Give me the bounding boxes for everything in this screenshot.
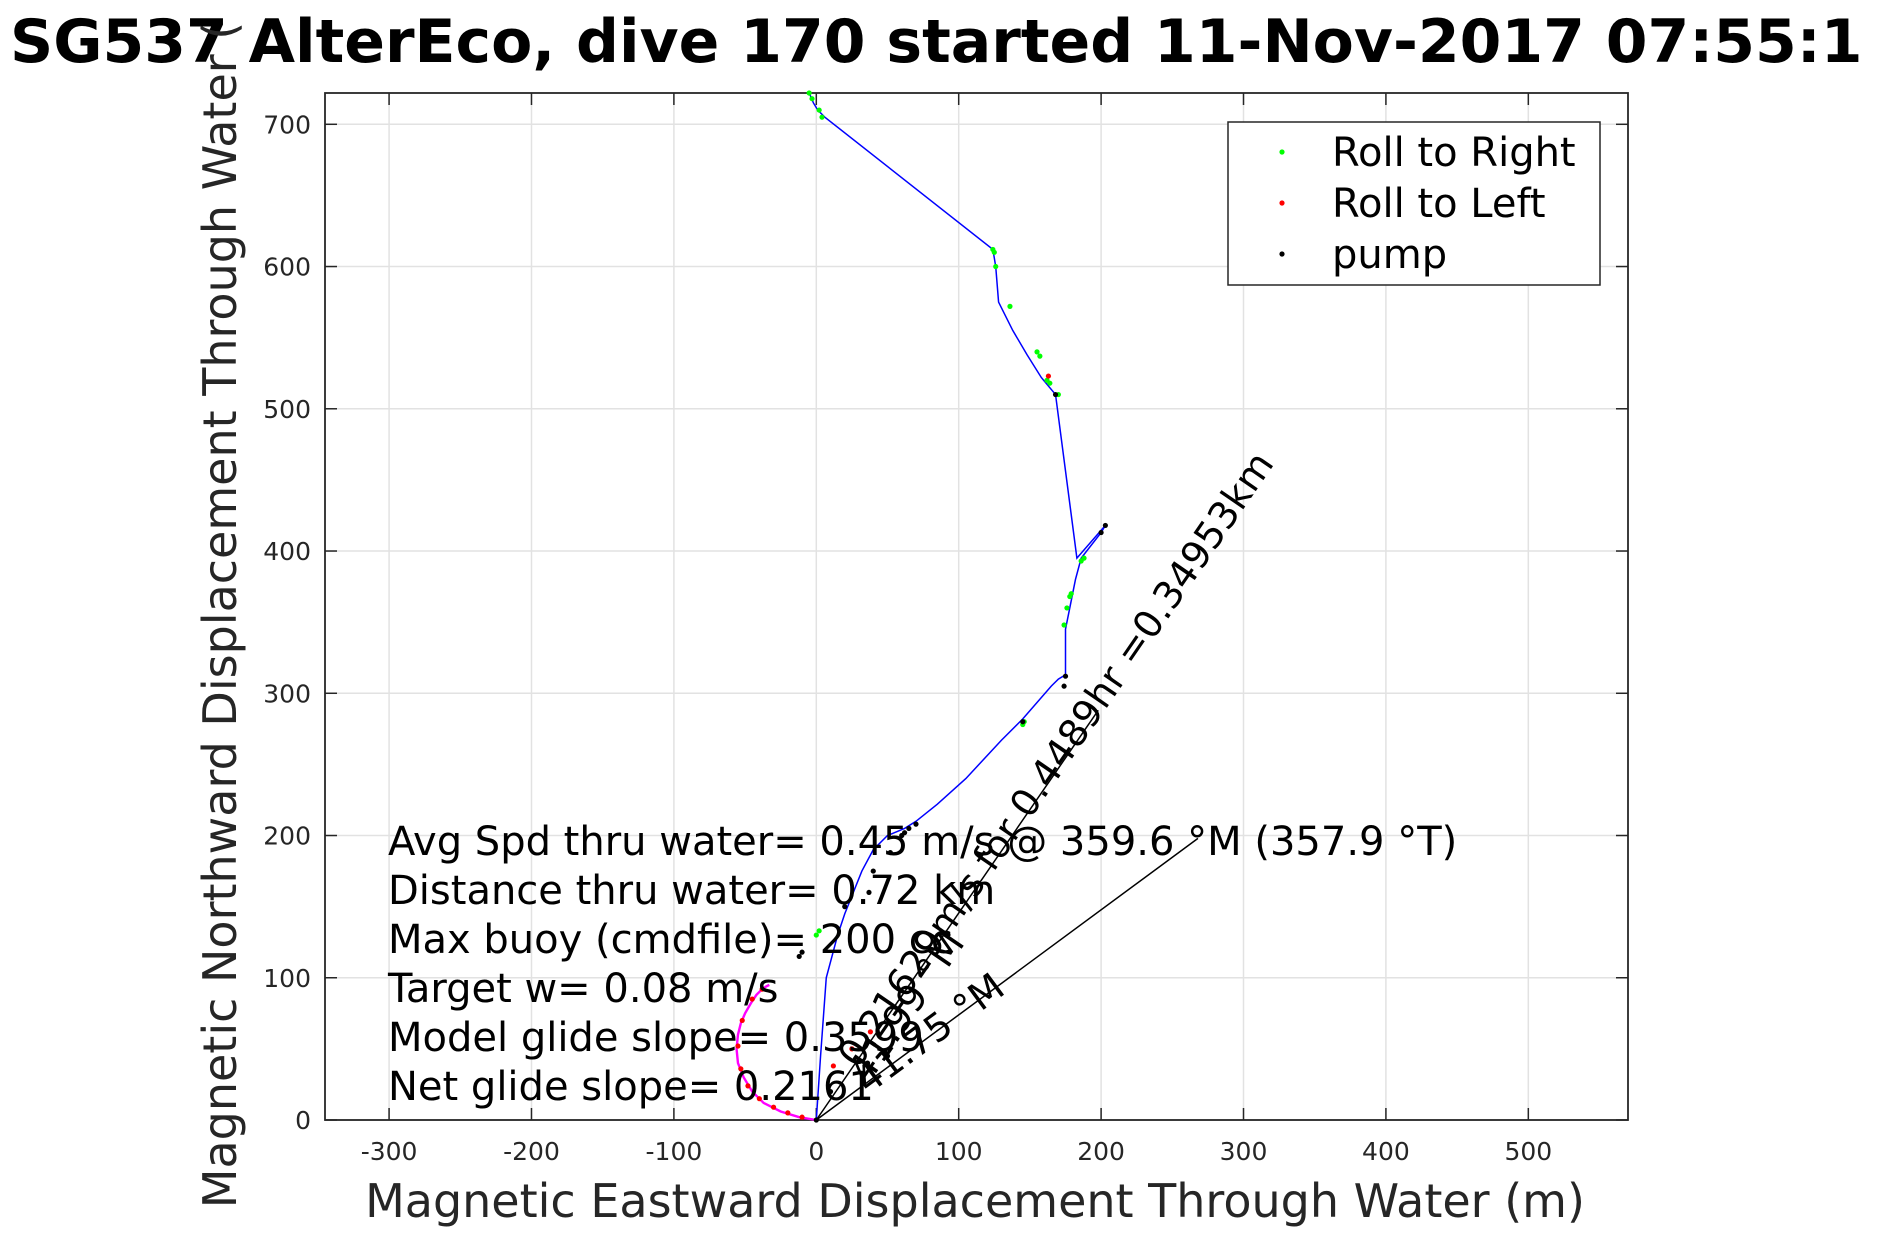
pump-point [906, 825, 912, 832]
roll-right-point [1081, 555, 1087, 561]
roll-left-point [770, 1104, 777, 1110]
plot-frame [324, 92, 1629, 1121]
pump-point [1098, 529, 1104, 536]
roll-left-point [739, 1017, 745, 1024]
y-tick-label: 500 [263, 395, 311, 424]
axes [324, 92, 1629, 1121]
y-axis-label: Magnetic Northward Displacement Through … [193, 22, 247, 1208]
roll-right-point [991, 249, 997, 255]
pump-point [813, 1117, 819, 1123]
roll-right-point [1007, 303, 1013, 309]
pump-point [827, 1088, 834, 1095]
stat-line: Distance thru water= 0.72 km [388, 868, 995, 914]
x-tick-label: 300 [1220, 1137, 1268, 1166]
stat-line: Max buoy (cmdfile)= 200 cc [388, 917, 953, 963]
roll-left-point [849, 1046, 855, 1052]
roll-right-point [816, 107, 822, 113]
pump-point [866, 889, 872, 896]
y-tick-label: 300 [263, 679, 311, 708]
x-axis-label: Magnetic Eastward Displacement Through W… [365, 1174, 1585, 1228]
roll-right-point [993, 263, 999, 270]
legend-box [1227, 121, 1601, 286]
roll-left-point [738, 1066, 744, 1072]
roll-left-point [756, 1096, 762, 1102]
legend-label: pump [1332, 232, 1447, 278]
y-tick-label: 700 [263, 110, 311, 139]
pump-point [1020, 719, 1026, 725]
legend-marker [1279, 200, 1285, 206]
x-tick-label: -100 [646, 1137, 703, 1166]
x-tick-label: -300 [361, 1137, 418, 1166]
x-tick-label: -200 [503, 1137, 560, 1166]
y-tick-label: 600 [263, 253, 311, 282]
roll-left-point [785, 1110, 791, 1116]
roll-left-point [830, 1063, 836, 1069]
roll-right-point [1037, 353, 1043, 359]
roll-left-point [867, 1029, 874, 1035]
roll-right-point [1034, 349, 1040, 355]
tick-labels: -300 -200 -100 0 100 200 300 400 500 0 100 200 300 40… [263, 110, 1552, 1166]
stat-line: Target w= 0.08 m/s [387, 966, 778, 1012]
pump-point [887, 849, 893, 856]
pump-point [864, 1060, 871, 1066]
x-tick-label: 200 [1077, 1137, 1125, 1166]
y-tick-label: 200 [263, 822, 311, 851]
series-line-track [808, 92, 1107, 1121]
pump-point [913, 821, 919, 827]
roll-right-point [809, 96, 815, 102]
stat-line: Model glide slope= 0.3599 [388, 1015, 924, 1061]
roll-right-point [813, 932, 819, 938]
legend-label: Roll to Right [1332, 130, 1576, 176]
roll-right-point [1061, 622, 1067, 628]
stat-line: Avg Spd thru water= 0.45 m/s @ 359.6 °M … [388, 819, 1457, 865]
reference-line [815, 709, 1099, 1121]
pump-point [842, 904, 848, 910]
roll-left-point [735, 1043, 741, 1049]
roll-right-point [806, 90, 812, 96]
stat-line: Net glide slope= 0.2161 [388, 1064, 874, 1110]
y-tick-label: 0 [295, 1106, 311, 1135]
reference-lines [815, 709, 1199, 1121]
chart-title: SG537 AlterEco, dive 170 started 11-Nov-… [10, 7, 1863, 77]
pump-point [799, 949, 805, 955]
pump-point [796, 953, 802, 960]
pump-point [1102, 522, 1108, 529]
roll-left-point [745, 1083, 751, 1089]
roll-right-point [1047, 380, 1053, 386]
pump-point [870, 868, 876, 874]
pump-point [901, 830, 908, 836]
roll-right-point [1064, 605, 1070, 611]
roll-right-point [816, 928, 822, 934]
legend: Roll to Right Roll to Left pump [1227, 121, 1601, 286]
x-tick-label: 100 [935, 1137, 983, 1166]
roll-left-point [759, 986, 765, 992]
roll-right-point [819, 114, 825, 120]
legend-marker [1279, 251, 1285, 257]
pump-point [1052, 391, 1059, 398]
pump-point [884, 1053, 891, 1059]
y-tick-label: 400 [263, 537, 311, 566]
roll-left-point [1045, 373, 1052, 379]
x-tick-label: 0 [808, 1137, 824, 1166]
pump-point [1062, 673, 1069, 679]
pump-point [1061, 683, 1067, 689]
x-tick-label: 400 [1362, 1137, 1410, 1166]
x-tick-label: 500 [1504, 1137, 1552, 1166]
roll-left-point [749, 996, 755, 1002]
y-tick-label: 100 [263, 964, 311, 993]
roll-right-point [1068, 591, 1074, 597]
reference-line [815, 837, 1199, 1121]
markers-group [735, 90, 1108, 1123]
stats-annotation: Avg Spd thru water= 0.45 m/s @ 359.6 °M … [387, 819, 1457, 1110]
legend-marker [1279, 149, 1285, 155]
roll-left-point [799, 1114, 805, 1120]
legend-label: Roll to Left [1332, 181, 1546, 227]
